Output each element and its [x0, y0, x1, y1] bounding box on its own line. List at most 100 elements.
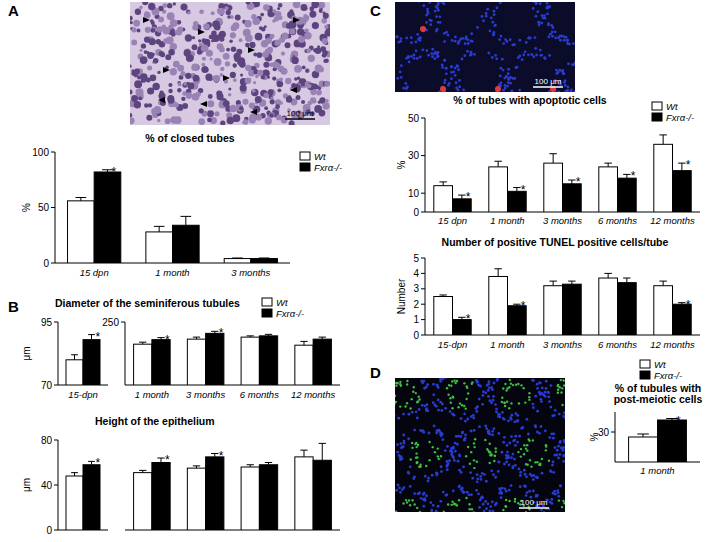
nucleus	[523, 484, 526, 487]
nucleus	[268, 95, 272, 99]
nucleus	[449, 450, 452, 453]
nucleus	[416, 417, 419, 420]
nucleus	[185, 34, 192, 41]
nucleus	[487, 502, 490, 505]
nucleus	[495, 57, 498, 60]
nucleus	[245, 65, 251, 71]
y-axis	[615, 412, 616, 462]
nucleus	[312, 2, 320, 8]
image-background	[395, 2, 575, 92]
nucleus	[482, 390, 485, 393]
nucleus	[416, 57, 419, 60]
nucleus	[453, 459, 456, 462]
nucleus	[524, 473, 527, 476]
nucleus	[186, 10, 190, 14]
bar	[434, 186, 453, 212]
nucleus	[451, 413, 454, 416]
nucleus	[255, 114, 262, 121]
nucleus	[450, 65, 453, 68]
nucleus	[536, 383, 539, 386]
category-label: 1 month	[135, 389, 169, 400]
green-cell	[418, 466, 420, 468]
bar	[66, 360, 83, 385]
nucleus	[411, 411, 414, 414]
nucleus	[396, 443, 399, 446]
nucleus	[503, 463, 506, 466]
nucleus	[214, 111, 219, 116]
green-cell	[528, 392, 530, 394]
nucleus	[501, 58, 504, 61]
nucleus	[279, 77, 283, 81]
nucleus	[217, 93, 224, 100]
nucleus	[269, 112, 274, 117]
nucleus	[482, 503, 485, 506]
nucleus	[455, 87, 458, 90]
error-bar	[623, 174, 630, 178]
nucleus	[259, 26, 263, 30]
nucleus	[288, 95, 291, 98]
green-cell	[528, 438, 530, 440]
nucleus	[535, 2, 538, 5]
nucleus	[321, 18, 327, 24]
nucleus	[399, 491, 402, 494]
nucleus	[518, 89, 521, 92]
nucleus	[254, 2, 260, 7]
green-cell	[523, 453, 525, 455]
error-bar	[157, 338, 164, 340]
chart: 0103050*****15 dpn1 month3 months6 month…	[396, 94, 700, 226]
nucleus	[458, 485, 461, 488]
nucleus	[210, 57, 213, 60]
nucleus	[249, 116, 256, 123]
nucleus	[425, 494, 428, 497]
nucleus	[494, 24, 497, 27]
green-cell	[474, 438, 476, 440]
nucleus	[395, 414, 396, 417]
nucleus	[557, 2, 560, 3]
green-cell	[520, 384, 522, 386]
nucleus	[293, 2, 301, 8]
nucleus	[277, 7, 280, 10]
nucleus	[566, 39, 569, 42]
nucleus	[562, 72, 565, 75]
green-cell	[490, 454, 492, 456]
nucleus	[487, 52, 490, 55]
nucleus	[481, 403, 484, 406]
nucleus	[491, 56, 494, 59]
error-cap	[247, 335, 254, 336]
error-line	[663, 135, 664, 144]
nucleus	[431, 48, 434, 51]
nucleus	[557, 495, 560, 498]
nucleus	[400, 37, 403, 40]
error-cap	[458, 317, 465, 318]
nucleus	[218, 8, 225, 15]
chart-title: Number of positive TUNEL positive cells/…	[442, 236, 669, 248]
nucleus	[435, 472, 438, 475]
green-cell	[411, 398, 413, 400]
green-cell	[557, 389, 559, 391]
green-cell	[470, 451, 472, 453]
green-cell	[428, 441, 430, 443]
nucleus	[445, 72, 448, 75]
nucleus	[571, 63, 574, 66]
nucleus	[492, 473, 495, 476]
nucleus	[534, 36, 537, 39]
nucleus	[134, 80, 142, 88]
green-cell	[517, 383, 519, 385]
nucleus	[140, 73, 147, 80]
error-cap	[259, 258, 270, 259]
nucleus	[550, 470, 553, 473]
nucleus	[502, 69, 505, 72]
green-cell	[416, 461, 418, 463]
panel: A100 μm	[8, 0, 332, 127]
nucleus	[193, 75, 200, 82]
nucleus	[246, 2, 251, 5]
nucleus	[484, 500, 487, 503]
bar	[187, 468, 205, 530]
nucleus	[508, 442, 511, 445]
error-bar	[494, 161, 501, 167]
nucleus	[426, 403, 429, 406]
green-cell	[406, 380, 408, 382]
error-bar	[549, 281, 556, 286]
error-cap	[139, 470, 146, 471]
nucleus	[510, 89, 513, 92]
